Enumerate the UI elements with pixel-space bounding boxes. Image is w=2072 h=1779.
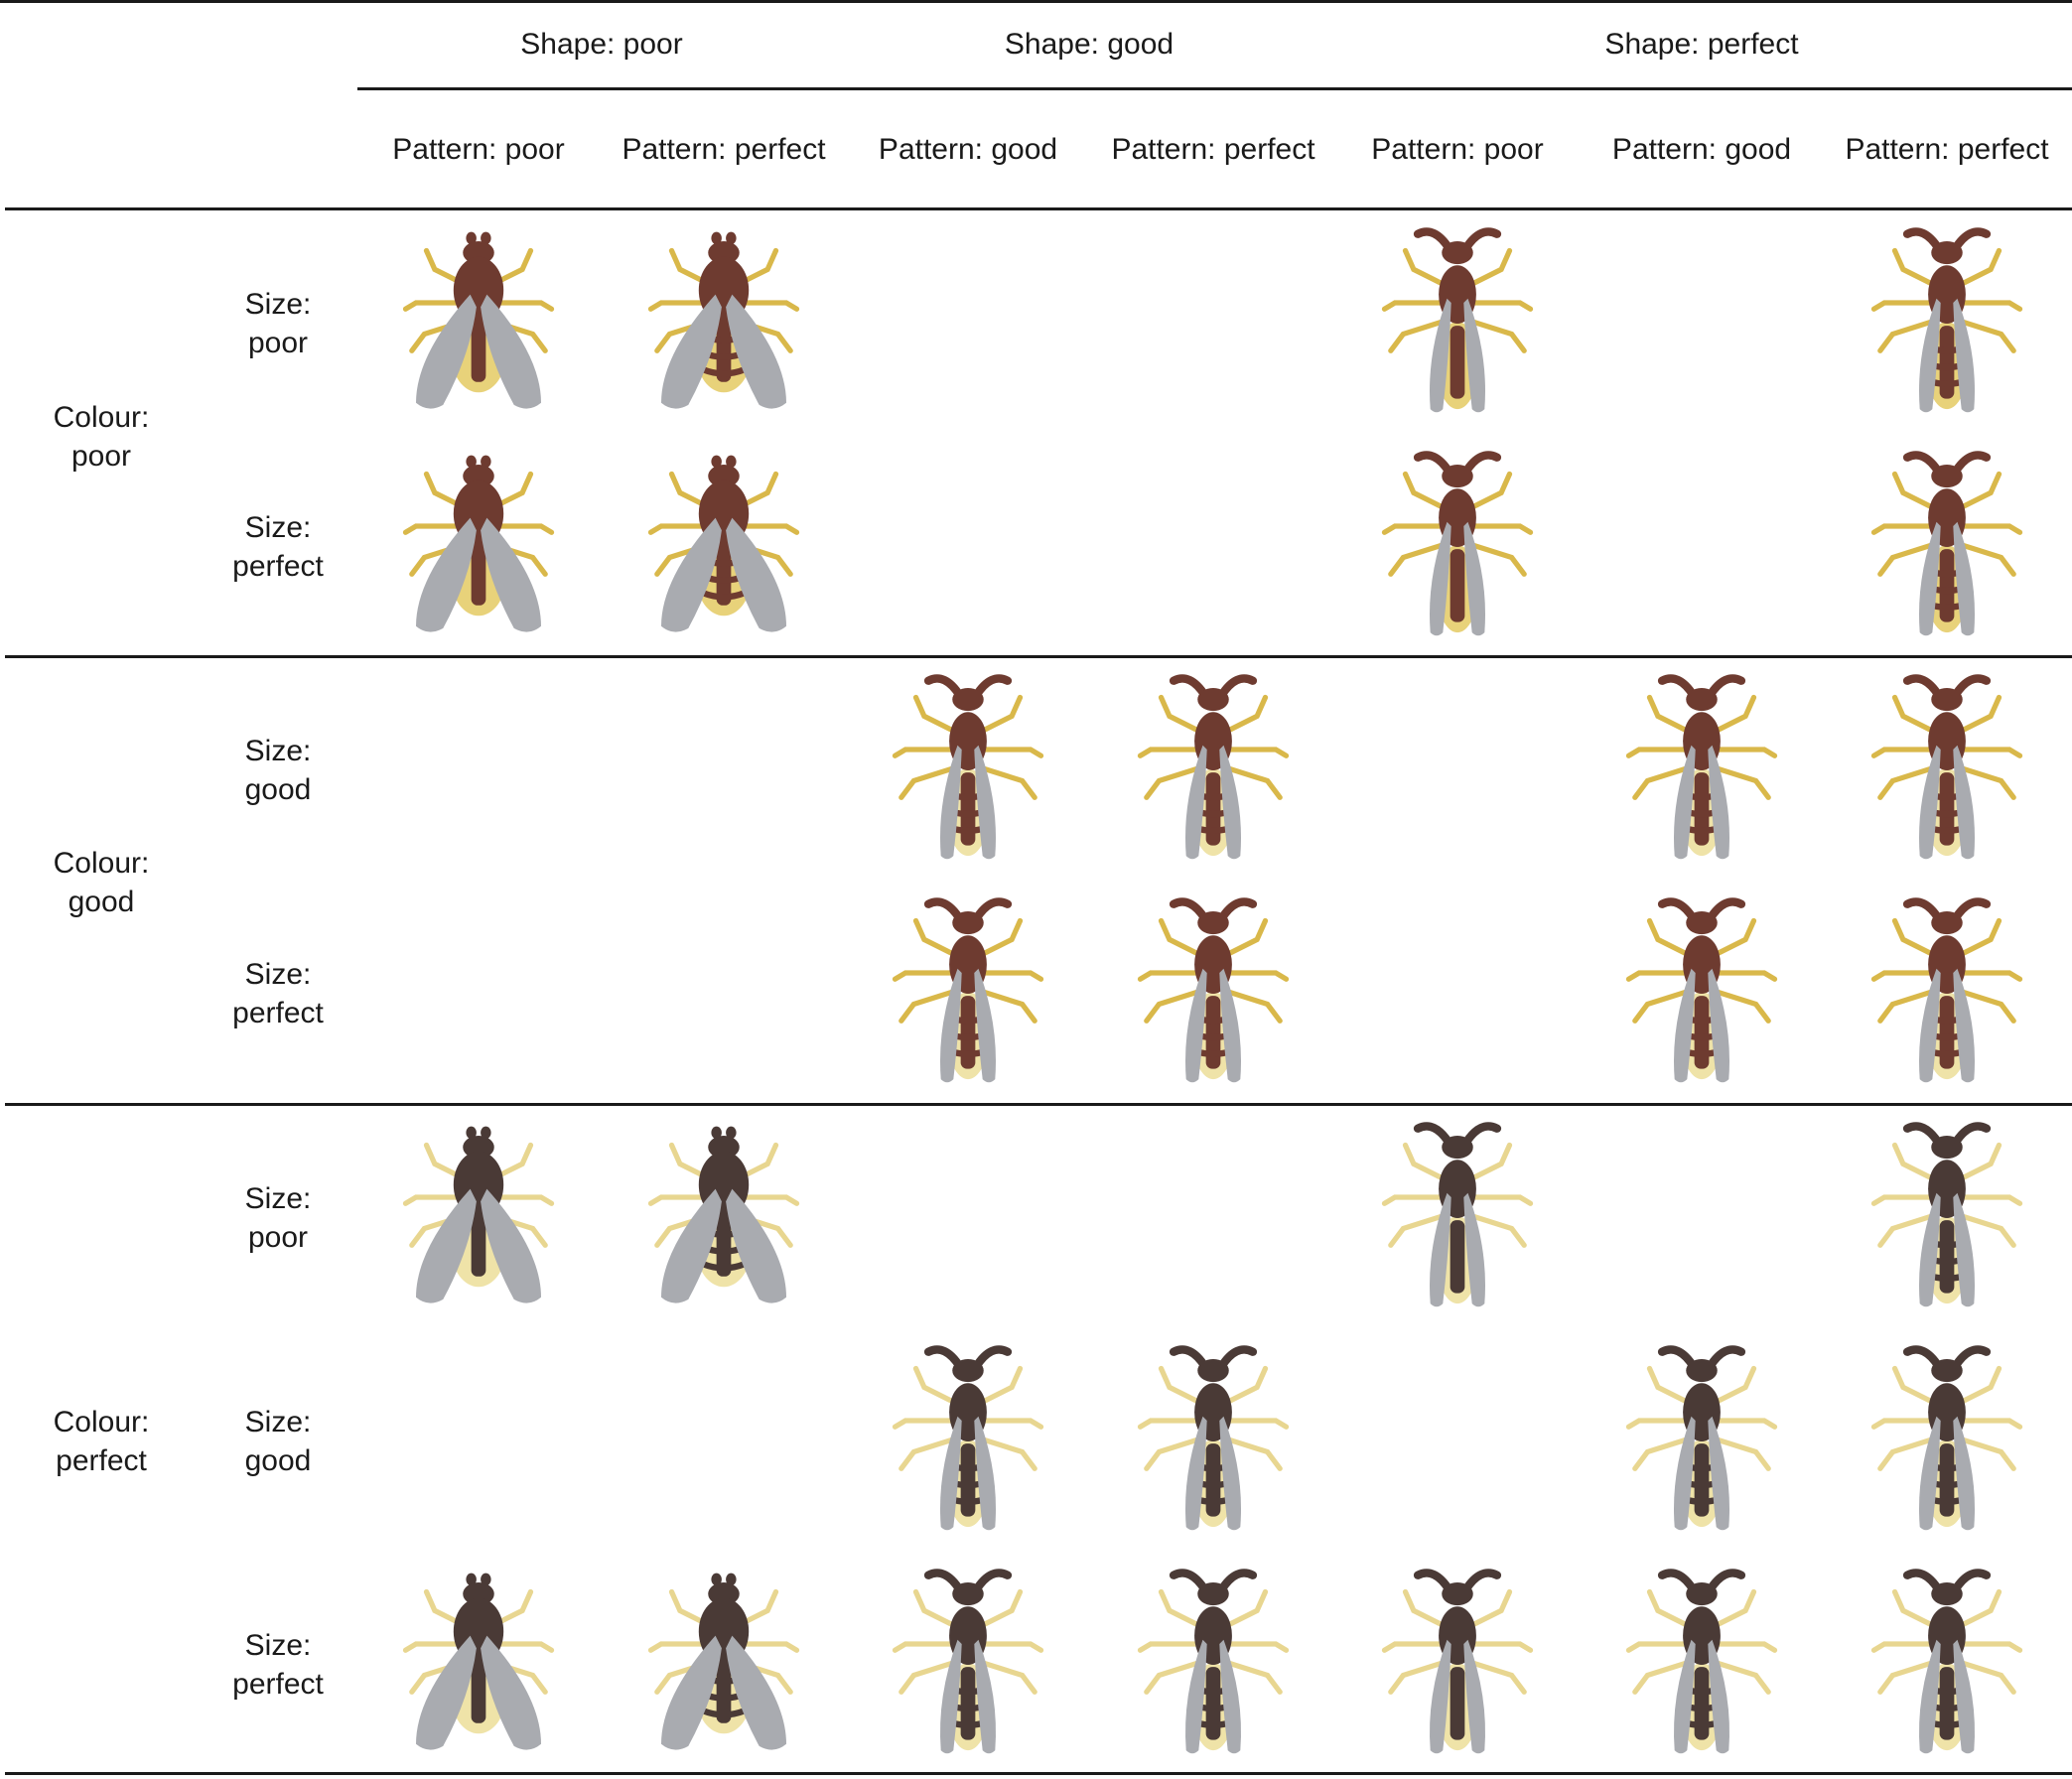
size-label: Size: good (245, 1403, 312, 1480)
insect-image (369, 219, 588, 428)
size-label-line2: perfect (232, 1668, 324, 1701)
size-label-line1: Size: (244, 511, 312, 544)
size-label: Size: perfect (232, 955, 324, 1032)
colour-label-line1: Colour: (53, 401, 150, 434)
insect-image (1838, 1114, 2056, 1322)
colour-label-line1: Colour: (53, 847, 150, 880)
pattern-header: Pattern: poor (392, 133, 565, 166)
size-label-line2: good (244, 1444, 312, 1477)
insect-image (859, 890, 1077, 1098)
insect-image (1104, 1561, 1322, 1769)
header-bottom-rule (5, 207, 2072, 210)
shape-header-good: Shape: good (1004, 28, 1174, 61)
shape-header-perfect: Shape: perfect (1604, 28, 1799, 61)
insect-image (1838, 666, 2056, 875)
size-label-line2: perfect (232, 550, 324, 583)
size-label-line1: Size: (244, 1182, 312, 1215)
pattern-header: Pattern: poor (1371, 133, 1544, 166)
bottom-rule (5, 1772, 2072, 1775)
insect-image (1838, 890, 2056, 1098)
insect-image (1348, 1561, 1567, 1769)
size-label-line2: good (244, 773, 312, 806)
pattern-header: Pattern: good (878, 133, 1058, 166)
insect-image (1592, 1561, 1811, 1769)
insect-image (369, 443, 588, 651)
size-label-line2: poor (247, 327, 309, 359)
colour-label-line2: good (68, 886, 135, 918)
insect-image (859, 666, 1077, 875)
insect-image (369, 1114, 588, 1322)
group-rule-2 (5, 1103, 2072, 1106)
size-label-line1: Size: (244, 1406, 312, 1438)
pattern-header: Pattern: good (1611, 133, 1792, 166)
shape-header-rule (357, 87, 2072, 90)
insect-image (1348, 219, 1567, 428)
insect-image (859, 1337, 1077, 1546)
size-label-line1: Size: (244, 735, 312, 767)
colour-label-good: Colour: good (54, 844, 150, 921)
insect-image (1838, 443, 2056, 651)
size-label-line1: Size: (244, 958, 312, 991)
size-label: Size: perfect (232, 1626, 324, 1704)
top-rule (0, 0, 2072, 3)
insect-image (1592, 666, 1811, 875)
insect-image (1592, 890, 1811, 1098)
group-rule-1 (5, 655, 2072, 658)
pattern-header: Pattern: perfect (1111, 133, 1315, 166)
insect-image (859, 1561, 1077, 1769)
size-label: Size: perfect (232, 508, 324, 586)
insect-image (1838, 219, 2056, 428)
size-label: Size: poor (245, 285, 312, 362)
insect-image (369, 1561, 588, 1769)
insect-image (1592, 1337, 1811, 1546)
size-label: Size: poor (245, 1179, 312, 1257)
insect-image (1104, 1337, 1322, 1546)
size-label-line1: Size: (244, 288, 312, 321)
insect-image (615, 219, 833, 428)
insect-image (1348, 443, 1567, 651)
insect-image (1348, 1114, 1567, 1322)
colour-label-line1: Colour: (53, 1406, 150, 1438)
insect-image (1104, 890, 1322, 1098)
colour-label-poor: Colour: poor (54, 398, 150, 476)
insect-image (1838, 1561, 2056, 1769)
size-label: Size: good (245, 732, 312, 809)
insect-image (615, 1561, 833, 1769)
pattern-header: Pattern: perfect (1845, 133, 2049, 166)
insect-image (1104, 666, 1322, 875)
colour-label-line2: perfect (56, 1444, 147, 1477)
insect-image (615, 1114, 833, 1322)
size-label-line2: poor (247, 1221, 309, 1254)
colour-label-line2: poor (70, 440, 132, 473)
size-label-line2: perfect (232, 997, 324, 1029)
colour-label-perfect: Colour: perfect (54, 1403, 150, 1480)
size-label-line1: Size: (244, 1629, 312, 1662)
insect-image (615, 443, 833, 651)
insect-image (1838, 1337, 2056, 1546)
shape-header-poor: Shape: poor (520, 28, 683, 61)
pattern-header: Pattern: perfect (622, 133, 826, 166)
